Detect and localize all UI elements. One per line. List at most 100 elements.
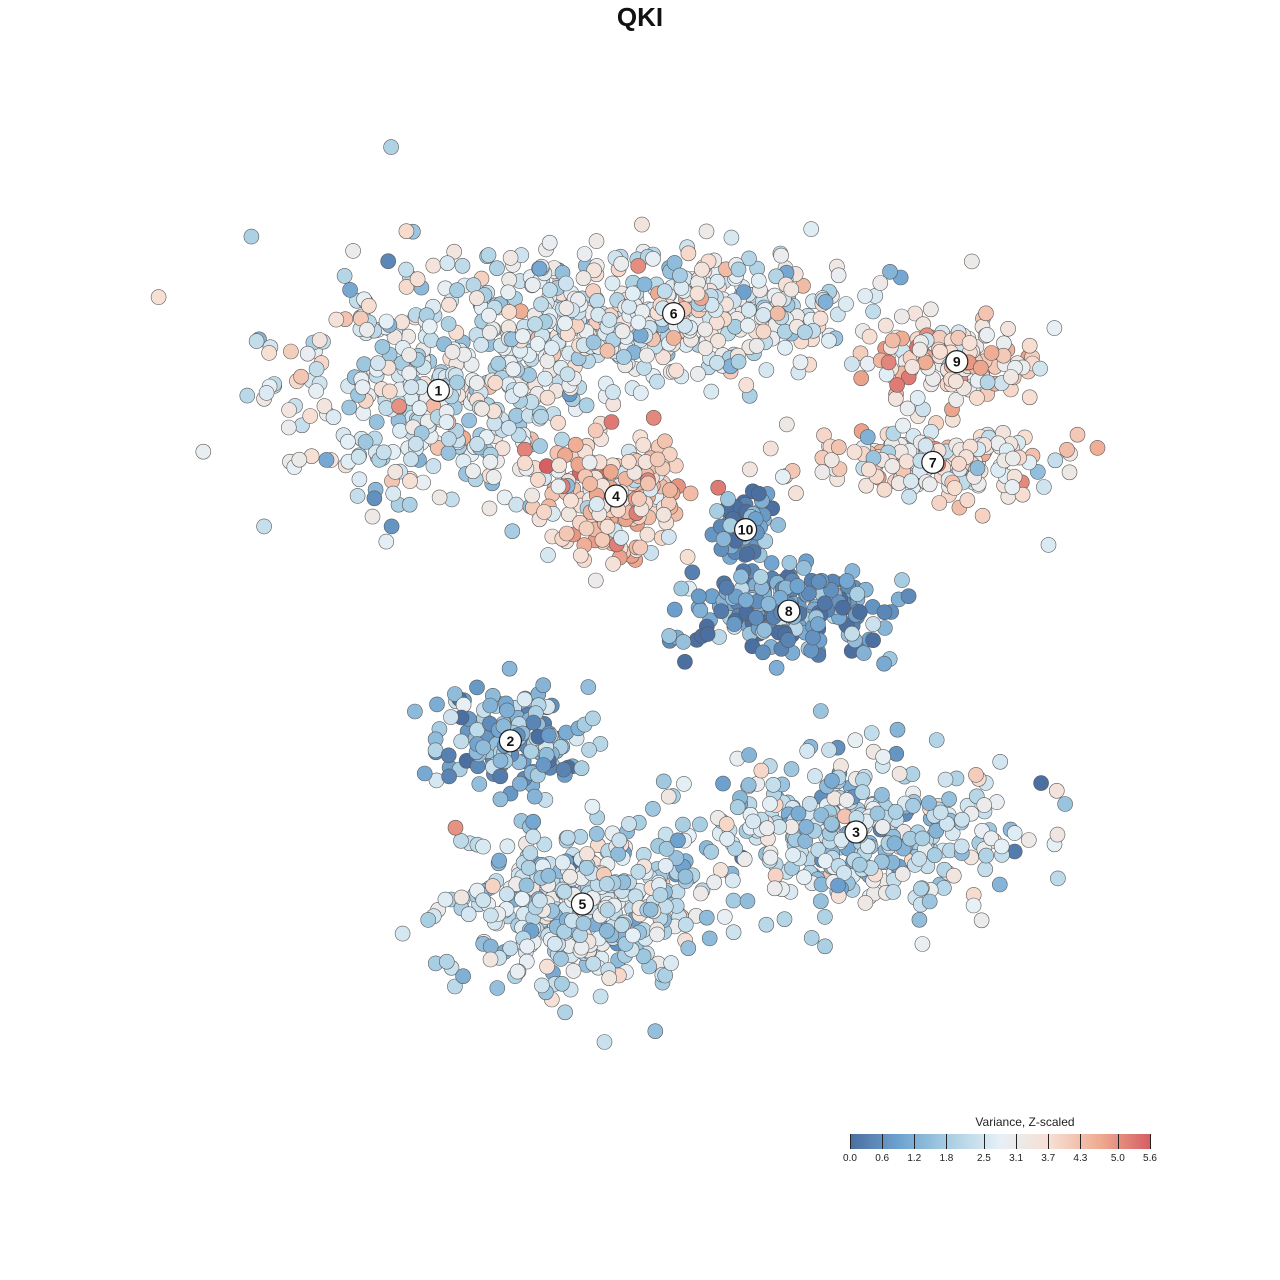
legend-tick-label: 3.1 [1009,1153,1024,1164]
cell-point [803,930,820,946]
cell-point [720,491,736,507]
cell-point [951,455,967,472]
cell-point [694,261,710,278]
cluster-label-3: 3 [844,820,868,844]
cell-point [860,838,876,855]
cell-point [719,830,736,847]
cell-point [1003,369,1019,385]
cell-point [762,440,779,457]
cell-point [524,487,540,504]
legend-tick-label: 5.6 [1143,1153,1157,1164]
cell-point [739,893,756,909]
cell-point [765,776,782,793]
cell-point [899,400,916,417]
cell-point [1033,775,1049,791]
cell-point [453,832,469,849]
cell-point [965,897,982,914]
cell-point [557,1004,573,1021]
cell-point [668,850,685,866]
cell-point [649,926,665,943]
cell-point [909,390,926,406]
cell-point [441,296,457,313]
cell-point [293,368,309,385]
cell-point [718,816,735,832]
cell-point [821,332,837,349]
cell-point [522,845,539,861]
cell-point [440,747,457,764]
cell-point [658,841,675,857]
cell-point [392,422,408,439]
cell-point [387,464,404,480]
cell-point [803,221,820,237]
cluster-label-badge [604,484,628,508]
cell-point [587,572,604,589]
cell-point [481,324,498,341]
cell-point [453,733,470,750]
cell-point [383,518,400,535]
cell-point [447,686,463,702]
cell-point [865,632,881,649]
cell-point [482,907,499,924]
legend-tick-label: 2.5 [976,1153,991,1164]
legend-tick-mark [983,1134,985,1149]
cell-point [469,679,485,696]
cell-point [518,877,535,894]
cell-point [844,356,860,372]
legend-tick-mark [946,1134,948,1149]
cell-point [869,805,886,822]
cell-point [581,742,597,758]
cell-point [438,414,455,430]
cell-point [525,714,542,731]
cell-point [505,361,522,378]
cell-point [849,586,866,602]
cell-point [415,474,431,491]
cell-point [572,547,589,564]
cell-point [665,330,682,346]
cell-point [532,438,548,454]
cell-point [750,485,767,502]
cell-point [893,308,910,325]
cell-point [469,436,486,452]
cell-point [983,345,1000,361]
cell-point [961,335,978,351]
cell-point [823,582,839,598]
cell-point [589,292,605,309]
cell-point [1006,825,1023,841]
cell-point [1004,479,1021,495]
cell-point [884,332,901,349]
cell-point [740,302,757,318]
cell-point [573,760,590,777]
cell-point [914,936,931,952]
cell-point [706,874,723,891]
cell-point [736,851,753,868]
cell-point [380,253,397,270]
cell-point [558,525,575,542]
cell-point [499,886,515,903]
cell-point [829,306,846,323]
cell-point [741,250,757,267]
cell-point [790,805,807,822]
cell-point [394,925,411,942]
cell-point [682,485,699,502]
cell-point [801,795,818,812]
cell-point [440,444,457,461]
cell-point [660,788,677,805]
cell-point [851,604,868,620]
cell-point [423,332,439,348]
cell-point [398,223,415,239]
cell-point [830,267,847,284]
cell-point [1089,440,1106,456]
cell-point [341,399,358,416]
cell-point [816,595,833,612]
cell-point [368,414,385,430]
cell-point [403,451,419,468]
cell-point [860,461,877,478]
cell-point [621,298,637,315]
cell-point [575,270,592,287]
cell-point [991,876,1008,893]
cell-point [1021,337,1038,354]
cell-point [983,830,1000,847]
cell-point [698,909,715,926]
cell-point [928,732,945,748]
cluster-label-6: 6 [661,302,686,326]
